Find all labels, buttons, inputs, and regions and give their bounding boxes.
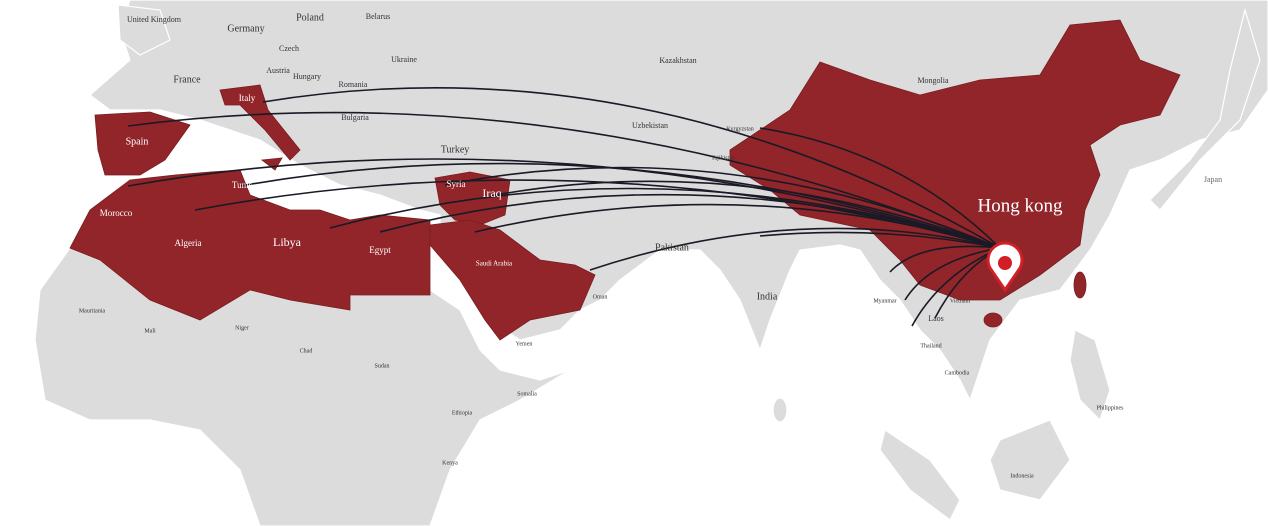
sicily [260, 157, 283, 171]
country-label: Czech [279, 44, 299, 53]
spain [94, 111, 191, 176]
china [729, 19, 1181, 301]
country-label: Turkey [441, 144, 470, 155]
route [262, 87, 1001, 249]
country-labels: United Kingdom Germany Poland Belarus Fr… [79, 12, 1222, 480]
country-label: Mongolia [917, 76, 949, 85]
country-label: Saudi Arabia [476, 260, 513, 268]
country-label: Hungary [293, 72, 321, 81]
marker [986, 241, 1024, 293]
country-label: Somalia [517, 391, 537, 397]
route [127, 111, 1001, 249]
country-label: Poland [296, 12, 324, 23]
country-label: Algeria [175, 238, 202, 248]
italy [219, 84, 301, 161]
route [379, 193, 1001, 249]
country-label: Uzbekistan [632, 121, 668, 130]
country-label: Cambodia [945, 370, 970, 376]
country-label: Niger [235, 325, 249, 331]
country-label: Ukraine [391, 55, 417, 64]
route [889, 245, 1001, 273]
city-label: Hong kong [978, 195, 1063, 216]
route [759, 231, 1001, 249]
country-label: Pakistan [655, 242, 689, 253]
country-label: Philippines [1096, 405, 1124, 411]
japan [1149, 7, 1261, 211]
country-label: France [173, 74, 201, 85]
country-label: United Kingdom [127, 15, 182, 24]
country-label: Chad [300, 348, 313, 354]
country-label: Belarus [366, 12, 390, 21]
country-label: Bulgaria [341, 113, 369, 122]
country-label: Oman [593, 294, 608, 300]
country-label: Ethiopia [452, 410, 473, 416]
country-label: Yemen [516, 341, 533, 347]
route [444, 166, 1001, 249]
borneo [989, 419, 1071, 501]
country-label: Germany [227, 23, 264, 34]
saudi-arabia [429, 219, 596, 341]
country-label: Japan [1204, 175, 1222, 184]
country-label: Syria [447, 179, 466, 189]
country-label: Romania [339, 80, 368, 89]
north-africa [69, 169, 431, 321]
sumatra [879, 429, 961, 521]
country-label: Sudan [375, 363, 390, 369]
uk [117, 4, 171, 56]
route [239, 162, 1001, 249]
route [759, 127, 1001, 249]
country-label: India [757, 291, 778, 302]
philippines [1069, 329, 1111, 422]
country-label: Indonesia [1010, 473, 1034, 479]
country-label: Myanmar [873, 298, 896, 304]
country-label: Kazakhstan [659, 56, 696, 65]
pin-dot [998, 256, 1012, 270]
hainan [983, 312, 1003, 328]
country-label: Italy [239, 93, 256, 103]
country-label: Tunis [232, 180, 253, 190]
country-label: Kenya [442, 460, 458, 466]
route [904, 247, 1001, 301]
country-label: Thailand [920, 343, 941, 349]
country-label: Laos [928, 314, 944, 323]
routes [127, 87, 1001, 327]
country-label: Austria [266, 66, 290, 75]
highlighted-countries [69, 19, 1181, 341]
country-label: Tajikistan [711, 155, 735, 161]
sri-lanka [772, 397, 788, 423]
country-label: Spain [126, 136, 149, 147]
country-label: Libya [273, 235, 302, 249]
country-label: Mali [144, 328, 156, 334]
country-label: Vietnam [950, 298, 971, 304]
route [127, 158, 1001, 249]
country-label: Egypt [369, 245, 391, 255]
route [474, 203, 1001, 249]
country-label: Kyrgyzstan [726, 126, 754, 132]
route [489, 180, 1001, 249]
route [589, 227, 1001, 271]
country-label: Morocco [100, 208, 133, 218]
route [911, 247, 1001, 327]
taiwan [1073, 271, 1087, 299]
country-label: Mauritania [79, 308, 106, 314]
country-label: Iraq [482, 186, 501, 200]
